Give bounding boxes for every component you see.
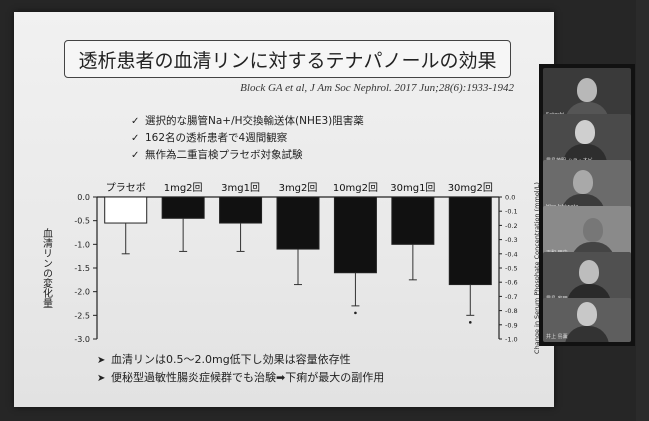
bar: [276, 196, 320, 250]
outlier-marker: [354, 311, 357, 315]
presentation-slide: 透析患者の血清リンに対するテナパノールの効果 Block GA et al, J…: [14, 12, 554, 407]
bar: [104, 196, 148, 224]
participant-video-tile[interactable]: Satoshi: [543, 68, 631, 120]
y-tick-label: -0.5: [74, 217, 90, 226]
y-tick-label: 0.0: [77, 193, 90, 202]
y-right-tick-label: -0.7: [505, 293, 518, 301]
citation: Block GA et al, J Am Soc Nephrol. 2017 J…: [240, 82, 514, 94]
y-right-tick-label: -0.1: [505, 208, 518, 216]
category-label: 30mg2回: [448, 182, 493, 194]
y-tick-label: -1.0: [74, 240, 90, 249]
bar: [333, 196, 377, 274]
check-icon: ✓: [131, 150, 140, 161]
participant-video-tile[interactable]: 正和 田中: [543, 206, 631, 258]
bullet-text: 無作為二重盲検プラセボ対象試験: [145, 149, 303, 161]
participant-silhouette: [565, 326, 609, 342]
bullet-text: 162名の透析患者で4週間観察: [145, 132, 288, 144]
bullet-item: ✓ 選択的な腸管Na+/H交換輸送体(NHE3)阻害薬: [131, 113, 364, 128]
summary-note: ➤ 便秘型過敏性腸炎症候群でも治験➡下痢が最大の副作用: [97, 369, 384, 385]
slide-title: 透析患者の血清リンに対するテナパノールの効果: [64, 40, 511, 78]
participant-silhouette: [577, 302, 597, 326]
participant-silhouette: [575, 120, 595, 144]
category-label: 10mg2回: [333, 182, 378, 194]
y-right-tick-label: 0.0: [505, 194, 515, 202]
note-text: 便秘型過敏性腸炎症候群でも治験➡下痢が最大の副作用: [111, 371, 385, 384]
participant-video-tile[interactable]: Hiro Ishiwata: [543, 160, 631, 212]
outlier-marker: [468, 321, 472, 324]
y-right-tick-label: -0.3: [505, 236, 518, 244]
y-tick-label: -3.0: [74, 335, 90, 344]
bar: [391, 196, 435, 245]
bullet-text: 選択的な腸管Na+/H交換輸送体(NHE3)阻害薬: [145, 115, 364, 127]
bar-chart: 0.0 -0.5 -1.0 -1.5 -2.0 -2.5 -3.0 0.0 -0.1 -0.2 -0…: [41, 182, 542, 354]
y-axis-right-title: Change in Serum Phosphate Concentration …: [533, 182, 541, 354]
y-right-tick-label: -0.5: [505, 265, 518, 273]
y-axis-title: 血清リンの変化量: [41, 227, 53, 308]
category-label: 3mg1回: [221, 182, 260, 194]
arrow-bullet-icon: ➤: [97, 373, 106, 384]
bar: [161, 196, 205, 219]
bar: [448, 196, 492, 286]
participant-video-tile[interactable]: 豊島茂明 ハラ・オビ: [543, 114, 631, 166]
arrow-bullet-icon: ➤: [97, 355, 106, 366]
check-icon: ✓: [131, 116, 140, 127]
background-edge: [636, 0, 649, 421]
summary-note: ➤ 血清リンは0.5～2.0mg低下し効果は容量依存性: [97, 351, 351, 367]
bullet-item: ✓ 無作為二重盲検プラセボ対象試験: [131, 147, 303, 162]
participant-silhouette: [577, 78, 597, 102]
check-icon: ✓: [131, 133, 140, 144]
bullet-item: ✓ 162名の透析患者で4週間観察: [131, 130, 287, 145]
participant-silhouette: [563, 144, 607, 164]
participant-silhouette: [579, 260, 599, 284]
category-label: プラセボ: [106, 182, 146, 194]
participant-silhouette: [583, 218, 603, 242]
note-text: 血清リンは0.5～2.0mg低下し効果は容量依存性: [111, 353, 351, 366]
y-right-tick-label: -0.4: [505, 250, 518, 258]
category-label: 1mg2回: [164, 182, 203, 194]
y-right-tick-label: -0.9: [505, 321, 518, 329]
participant-silhouette: [573, 170, 593, 194]
y-right-tick-label: -0.2: [505, 222, 518, 230]
y-tick-label: -2.5: [74, 311, 90, 320]
category-label: 3mg2回: [279, 182, 318, 194]
y-tick-label: -1.5: [74, 264, 90, 273]
participant-video-tile[interactable]: 豊島 安田: [543, 252, 631, 304]
participant-video-strip: Satoshi 豊島茂明 ハラ・オビ Hiro Ishiwata 正和 田中 豊…: [539, 64, 635, 346]
participant-video-tile[interactable]: 井上 島薫: [543, 298, 631, 342]
y-right-tick-label: -0.8: [505, 307, 518, 315]
bar: [219, 196, 263, 224]
category-label: 30mg1回: [390, 182, 435, 194]
y-right-tick-label: -0.6: [505, 279, 518, 287]
y-tick-label: -2.0: [74, 288, 90, 297]
participant-name: 井上 島薫: [546, 334, 568, 340]
y-right-tick-label: -1.0: [505, 336, 518, 344]
